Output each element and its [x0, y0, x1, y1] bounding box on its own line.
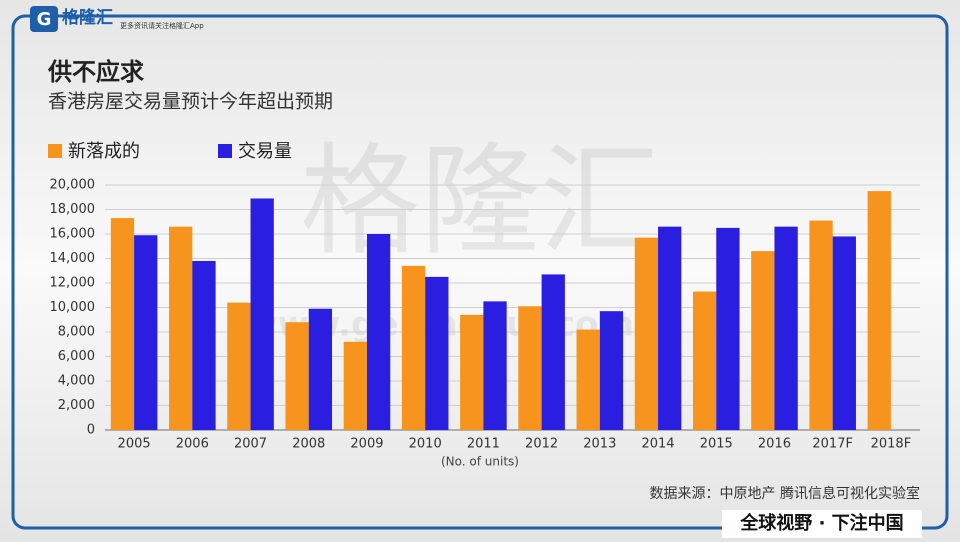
chart-title: 供不应求	[47, 58, 144, 86]
x-tick-label: 2008	[292, 437, 325, 452]
bar	[192, 260, 216, 430]
legend-label: 新落成的	[68, 141, 140, 162]
bar	[658, 226, 682, 430]
bar	[285, 322, 309, 430]
bar	[483, 301, 507, 430]
tagline: 更多资讯请关注格隆汇App	[120, 21, 204, 30]
bar	[134, 235, 158, 430]
bar	[425, 276, 449, 430]
footer-slogan: 全球视野 · 下注中国	[739, 512, 903, 534]
bar	[867, 191, 891, 430]
bar	[832, 236, 856, 430]
x-tick-label: 2015	[700, 437, 733, 452]
y-tick-label: 6,000	[58, 349, 95, 364]
bar	[809, 220, 833, 430]
bar	[541, 274, 565, 430]
x-tick-label: 2017F	[812, 437, 853, 452]
bar	[110, 218, 135, 430]
x-tick-label: 2016	[758, 437, 791, 452]
x-tick-label: 2014	[641, 437, 674, 452]
bar	[169, 226, 193, 430]
bar	[634, 237, 659, 430]
bar	[401, 265, 426, 430]
source: 数据来源：中原地产 腾讯信息可视化实验室	[650, 485, 920, 502]
bar	[751, 251, 775, 430]
y-tick-label: 2,000	[58, 398, 95, 413]
x-tick-label: 2010	[409, 437, 442, 452]
x-tick-label: 2005	[118, 437, 151, 452]
bar	[576, 329, 600, 430]
bar	[227, 302, 251, 430]
y-tick-label: 0	[87, 423, 95, 438]
y-tick-label: 8,000	[58, 325, 95, 340]
x-tick-label: 2013	[583, 437, 616, 452]
logo-icon	[30, 6, 58, 32]
bar	[716, 227, 740, 430]
frame	[11, 14, 949, 530]
y-tick-label: 14,000	[50, 251, 96, 266]
footer-box	[722, 510, 922, 538]
bar	[692, 291, 717, 430]
legend-swatch	[48, 144, 62, 158]
y-tick-label: 12,000	[50, 276, 96, 291]
bar	[250, 198, 274, 430]
x-axis-label: (No. of units)	[441, 455, 519, 469]
chart-subtitle: 香港房屋交易量预计今年超出预期	[48, 91, 333, 113]
x-tick-label: 2012	[525, 437, 558, 452]
y-tick-label: 4,000	[58, 374, 95, 389]
bar	[599, 311, 624, 430]
bar	[518, 306, 542, 430]
bar	[460, 314, 484, 430]
x-tick-label: 2006	[176, 437, 209, 452]
bar	[366, 234, 391, 430]
x-tick-label: 2009	[350, 437, 383, 452]
y-tick-label: 16,000	[50, 227, 96, 242]
y-tick-label: 10,000	[50, 300, 96, 315]
logo: 格隆汇	[62, 7, 113, 28]
x-tick-label: 2007	[234, 437, 267, 452]
bar	[774, 226, 798, 430]
x-tick-label: 2018F	[871, 437, 912, 452]
legend-swatch	[218, 144, 232, 158]
watermark: 格隆汇	[300, 133, 660, 272]
legend-label: 交易量	[238, 141, 292, 162]
x-tick-label: 2011	[467, 437, 500, 452]
logo-g: G	[37, 9, 52, 30]
y-tick-label: 20,000	[50, 178, 96, 193]
y-tick-label: 18,000	[50, 202, 96, 217]
bar	[343, 341, 367, 430]
bar	[308, 308, 333, 430]
